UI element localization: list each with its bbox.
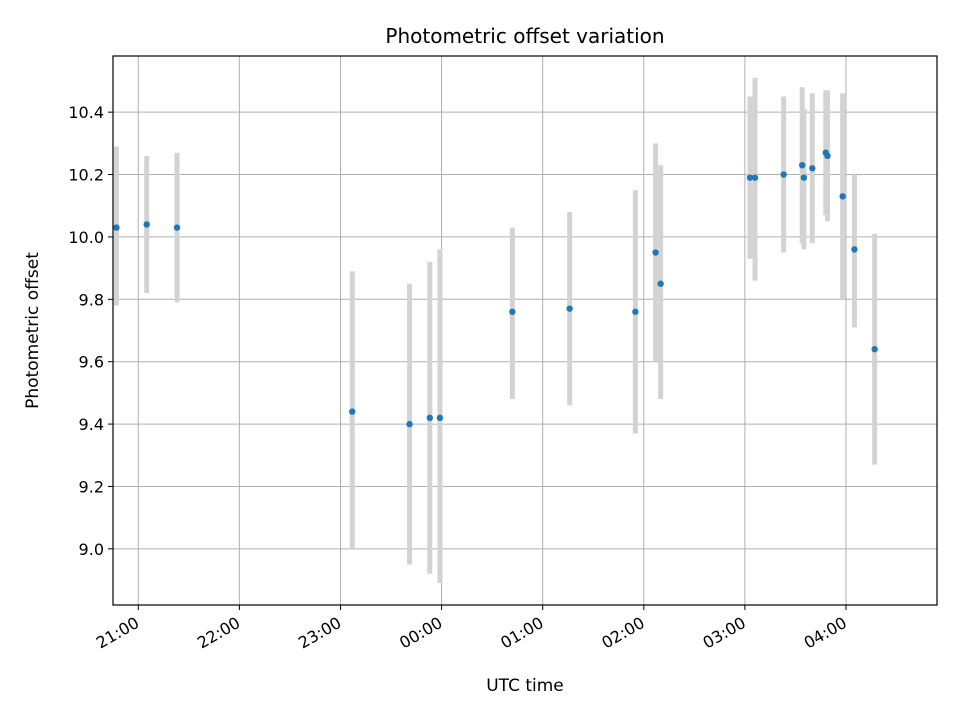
data-point [406,420,413,428]
y-tick-label: 10.2 [68,166,104,185]
data-point [113,224,120,231]
data-point [798,161,806,169]
data-point [657,280,664,287]
data-point [839,193,846,200]
data-point [751,174,759,181]
y-tick-label: 9.2 [79,477,104,496]
data-point [871,346,878,353]
y-tick-label: 9.4 [79,415,104,434]
y-tick-label: 10.4 [68,103,104,122]
chart-title: Photometric offset variation [385,24,664,48]
data-point [809,165,816,172]
x-axis-title: UTC time [486,676,564,696]
data-point [824,152,831,160]
data-point [746,174,754,181]
data-point [143,221,150,228]
data-point [800,174,808,181]
plot-area-frame [112,55,938,606]
data-point [426,414,433,422]
data-point [780,171,787,178]
data-point [632,308,639,315]
data-point [509,308,516,315]
y-tick-label: 9.8 [79,290,104,309]
y-axis-title: Photometric offset [23,252,43,409]
data-point [349,408,356,415]
y-tick-label: 10.0 [68,228,104,247]
y-tick-label: 9.6 [79,353,104,372]
data-point [173,224,181,231]
grid-lines [113,56,937,605]
y-tick-label: 9.0 [79,540,104,559]
data-point [566,305,573,312]
data-points [113,149,878,428]
data-point [436,414,444,422]
data-point [851,246,858,253]
data-point [652,249,659,256]
